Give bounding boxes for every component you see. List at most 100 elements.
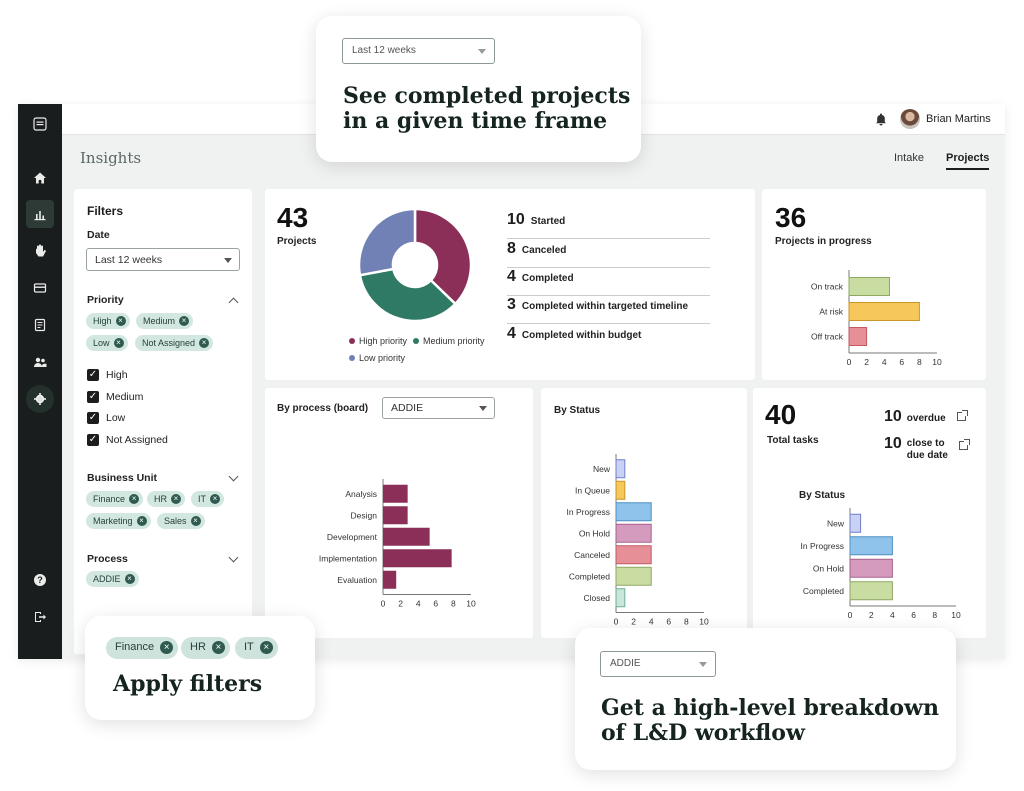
svg-text:?: ?	[37, 575, 43, 585]
category-label: Off track	[811, 332, 844, 342]
bar-in-progress	[849, 536, 893, 556]
check-icon[interactable]: ✓	[87, 391, 99, 403]
workflow-line1: Get a high-level breakdown	[601, 695, 939, 721]
avatar[interactable]	[900, 109, 920, 129]
filters-panel: Filters Date Last 12 weeks Priority High…	[74, 189, 252, 654]
timeframe-select[interactable]: Last 12 weeks	[342, 38, 495, 64]
tab-intake[interactable]: Intake	[894, 152, 924, 164]
checkbox-low[interactable]: ✓ Low	[87, 412, 125, 424]
remove-icon[interactable]: ×	[199, 337, 210, 348]
card-icon[interactable]	[26, 274, 54, 302]
hand-icon[interactable]	[26, 237, 54, 265]
overdue-label: overdue	[906, 413, 946, 424]
legend-label: Medium priority	[423, 336, 485, 346]
filters-heading: Apply filters	[113, 671, 263, 697]
process-select[interactable]: ADDIE	[382, 397, 495, 419]
remove-icon[interactable]: ×	[115, 315, 126, 326]
chip-addie[interactable]: ADDIE ×	[86, 571, 139, 587]
checkbox-not-assigned[interactable]: ✓ Not Assigned	[87, 434, 168, 446]
x-tick-label: 4	[890, 610, 895, 620]
x-tick-label: 2	[864, 357, 869, 367]
check-icon[interactable]: ✓	[87, 369, 99, 381]
chip-sales[interactable]: Sales ×	[157, 513, 205, 529]
chip-high[interactable]: High ×	[86, 313, 130, 329]
chip-finance[interactable]: Finance ×	[106, 637, 179, 659]
remove-icon[interactable]: ×	[113, 337, 124, 348]
tasks-card: 40 Total tasks 10 overdue 10 close to due…	[753, 388, 986, 638]
overdue-link[interactable]: 10 overdue	[884, 408, 968, 426]
donut-slice-medium-priority	[358, 267, 458, 323]
chip-label: Low	[93, 338, 110, 348]
chip-label: IT	[244, 641, 254, 653]
user-name[interactable]: Brian Martins	[926, 113, 991, 125]
timeframe-select-value: Last 12 weeks	[352, 45, 416, 56]
date-select-value: Last 12 weeks	[95, 254, 163, 266]
chip-label: High	[93, 316, 112, 326]
chip-it[interactable]: IT ×	[235, 637, 278, 659]
remove-icon[interactable]: ×	[179, 315, 190, 326]
stat-on-time: 3 Completed within targeted timeline	[507, 296, 710, 324]
x-tick-label: 2	[869, 610, 874, 620]
caret-down-icon	[479, 406, 487, 411]
x-tick-label: 4	[882, 357, 887, 367]
donut-slice-low-priority	[357, 207, 417, 277]
home-icon[interactable]	[26, 164, 54, 192]
chevron-down-icon[interactable]	[228, 552, 239, 563]
timeframe-line1: See completed projects	[343, 83, 631, 109]
checkbox-high[interactable]: ✓ High	[87, 369, 128, 381]
bar-completed	[615, 566, 652, 586]
checkbox-medium[interactable]: ✓ Medium	[87, 391, 143, 403]
chip-hr[interactable]: HR ×	[147, 491, 185, 507]
check-icon[interactable]: ✓	[87, 412, 99, 424]
people-icon[interactable]	[26, 348, 54, 376]
by-process-card: By process (board) ADDIE Analysis Design D…	[265, 388, 533, 638]
remove-icon[interactable]: ×	[136, 515, 147, 526]
chip-low[interactable]: Low ×	[86, 335, 128, 351]
chip-it[interactable]: IT ×	[191, 491, 224, 507]
category-label: On Hold	[813, 563, 844, 573]
chip-medium[interactable]: Medium ×	[136, 313, 194, 329]
external-link-icon[interactable]	[958, 439, 970, 450]
chip-hr[interactable]: HR ×	[181, 637, 230, 659]
bell-icon[interactable]	[874, 112, 888, 126]
stat-completed: 4 Completed	[507, 268, 710, 296]
chevron-up-icon[interactable]	[228, 297, 239, 308]
legend-high: High priority	[349, 336, 407, 346]
chip-label: Medium	[143, 316, 176, 326]
donut-slice-high-priority	[413, 207, 473, 306]
logout-icon[interactable]	[26, 603, 54, 631]
settings-icon[interactable]	[26, 385, 54, 413]
close-to-due-link[interactable]: 10 close to due date	[884, 435, 970, 462]
remove-icon[interactable]: ×	[160, 641, 174, 654]
check-icon[interactable]: ✓	[87, 434, 99, 446]
tab-projects[interactable]: Projects	[946, 152, 990, 170]
tasks-status-title: By Status	[799, 490, 846, 501]
x-tick-label: 8	[932, 610, 937, 620]
date-select[interactable]: Last 12 weeks	[86, 248, 240, 271]
insights-icon[interactable]	[26, 200, 54, 228]
workflow-select[interactable]: ADDIE	[600, 651, 716, 677]
x-tick-label: 0	[381, 599, 386, 609]
menu-icon[interactable]	[26, 110, 54, 138]
chevron-down-icon[interactable]	[228, 471, 239, 482]
bar-design	[383, 506, 408, 525]
remove-icon[interactable]: ×	[129, 493, 140, 504]
chip-marketing[interactable]: Marketing ×	[86, 513, 151, 529]
external-link-icon[interactable]	[956, 410, 968, 421]
chip-finance[interactable]: Finance ×	[86, 491, 144, 507]
remove-icon[interactable]: ×	[190, 515, 201, 526]
app-window: ? Brian Martins Insights Intake Projects…	[18, 104, 1005, 659]
help-icon[interactable]: ?	[26, 566, 54, 594]
stat-started: 10 Started	[507, 211, 710, 239]
chip-not-assigned[interactable]: Not Assigned ×	[135, 335, 214, 351]
remove-icon[interactable]: ×	[171, 493, 181, 504]
remove-icon[interactable]: ×	[211, 641, 225, 654]
checkbox-label: Not Assigned	[106, 434, 168, 446]
remove-icon[interactable]: ×	[124, 573, 135, 584]
remove-icon[interactable]: ×	[259, 641, 273, 654]
remove-icon[interactable]: ×	[210, 493, 220, 504]
legend-label: Low priority	[359, 353, 406, 363]
bar-at-risk	[848, 302, 920, 321]
document-icon[interactable]	[26, 311, 54, 339]
x-tick-label: 10	[932, 357, 942, 367]
